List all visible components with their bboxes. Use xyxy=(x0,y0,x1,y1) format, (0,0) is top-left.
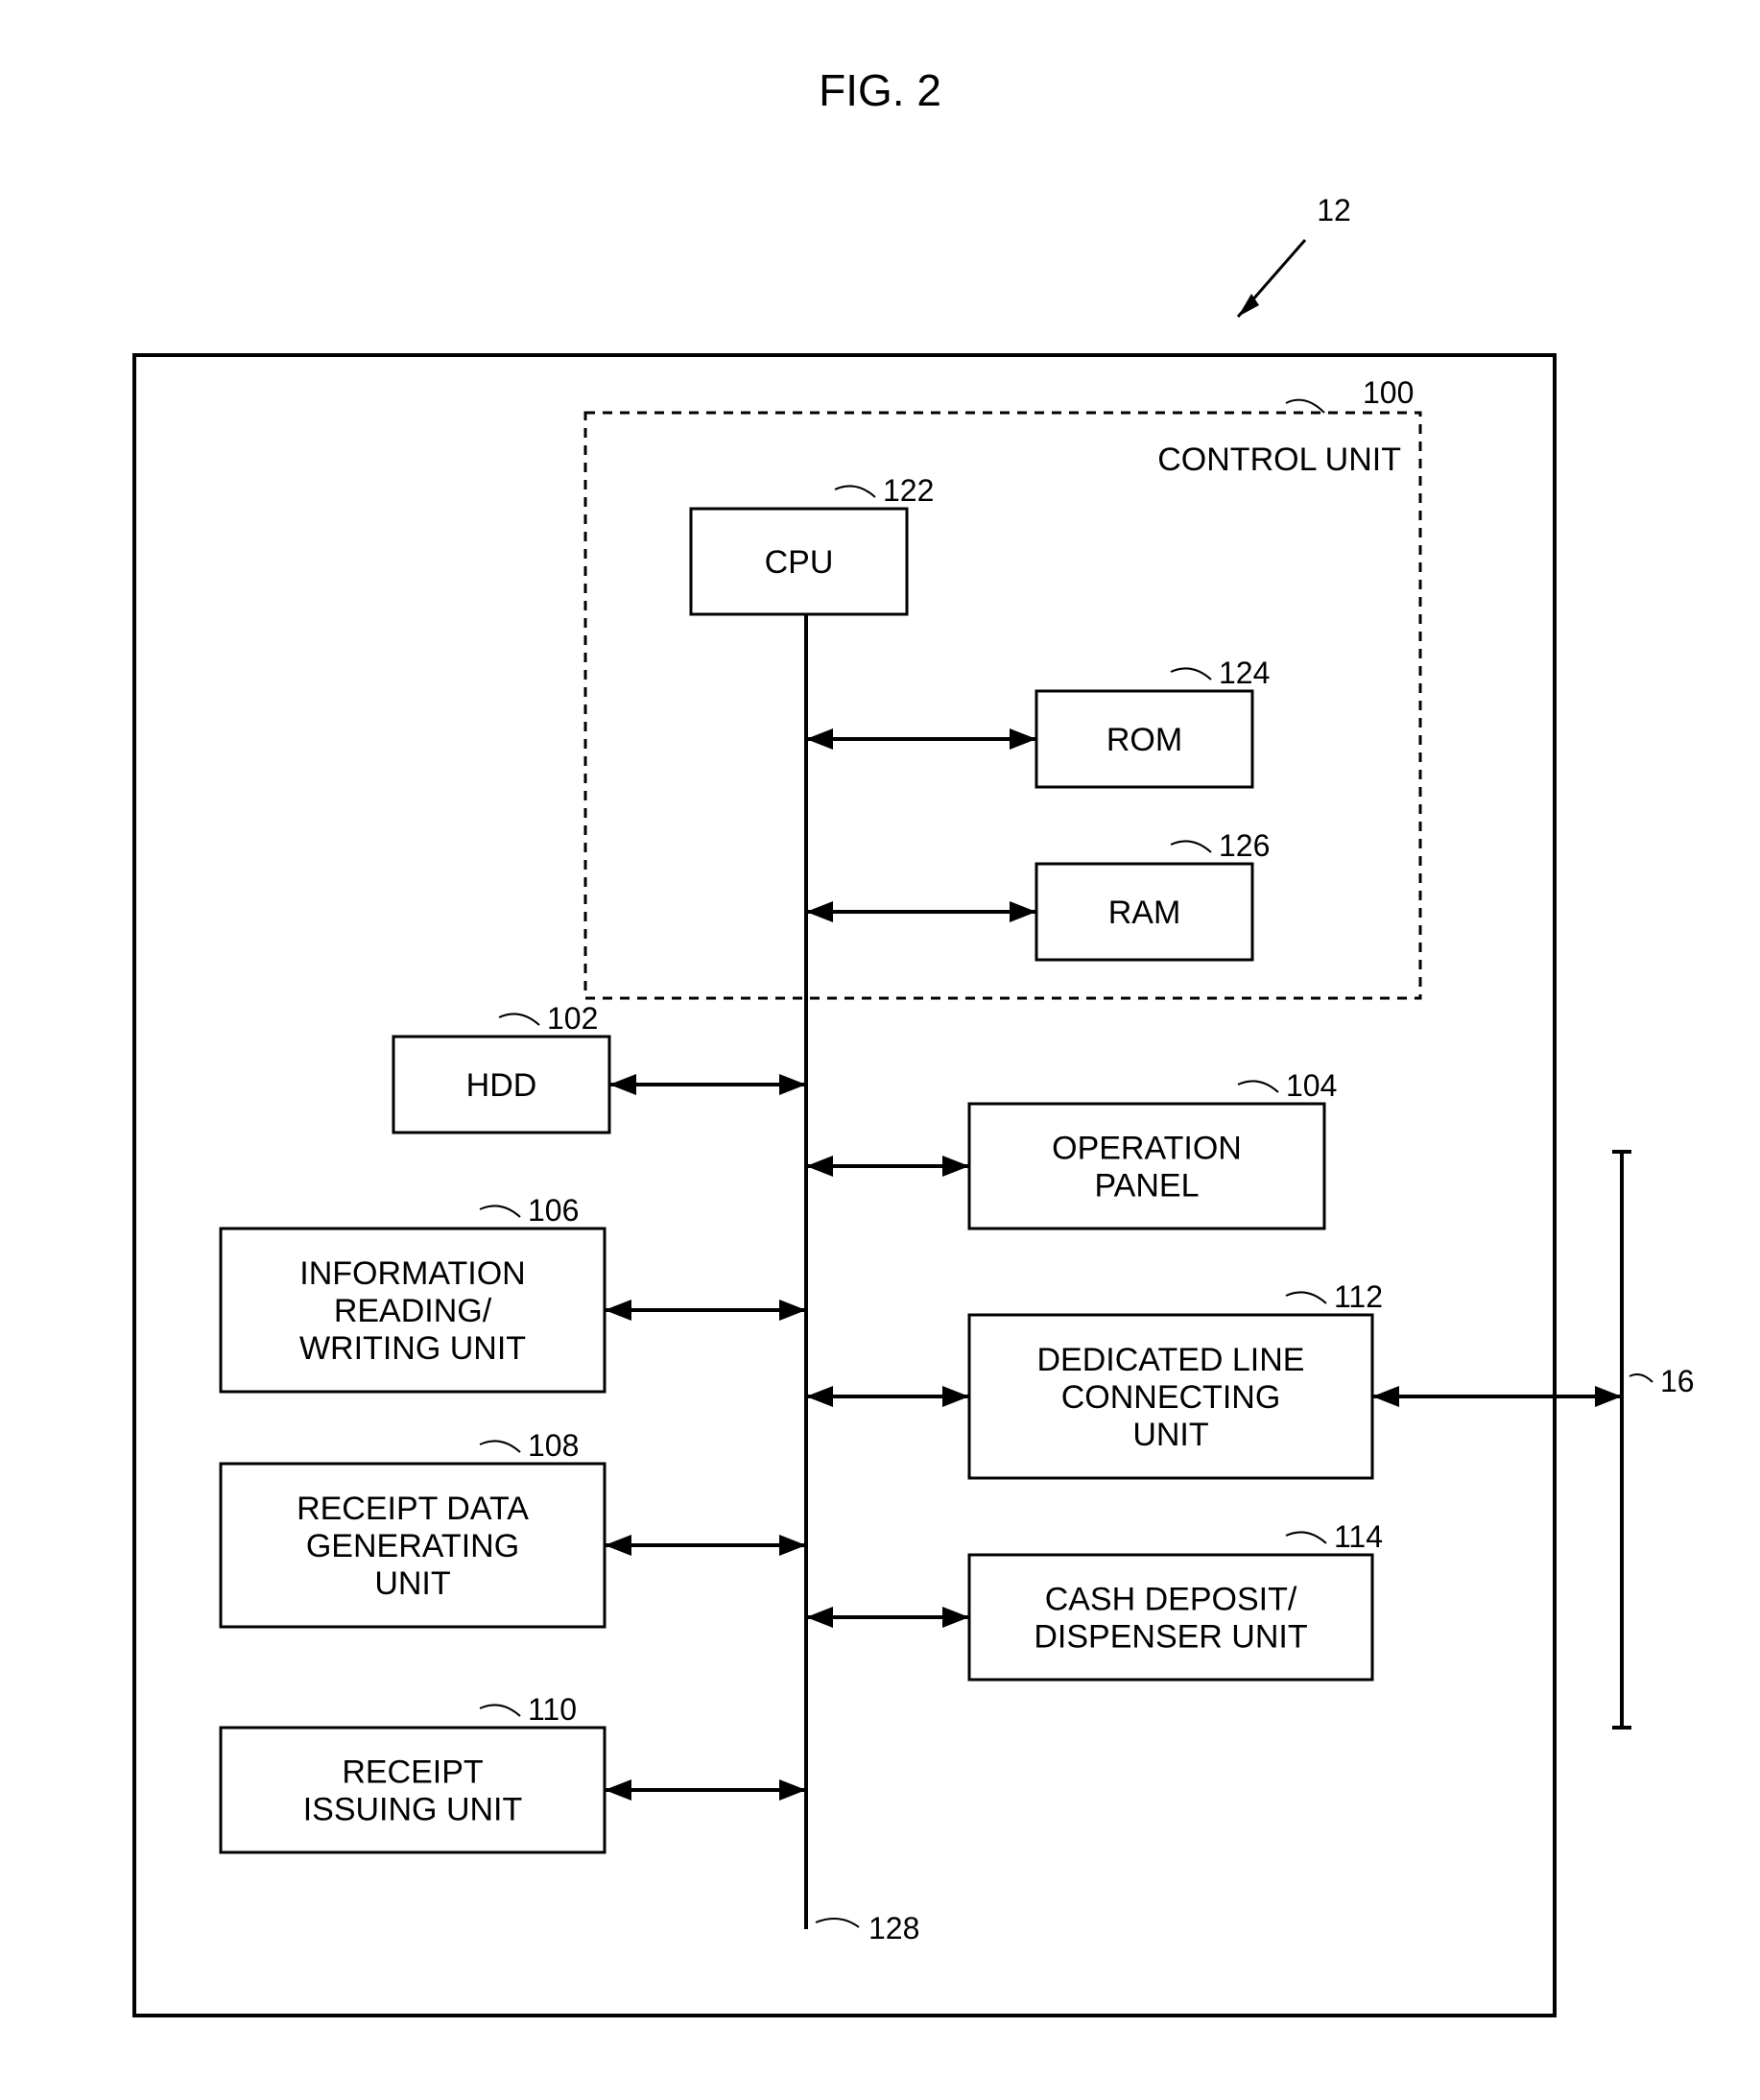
label-rom: ROM xyxy=(1106,722,1182,758)
ref-cash: 114 xyxy=(1334,1519,1383,1554)
ref-cpu: 122 xyxy=(883,473,934,508)
ref-dlc: 112 xyxy=(1334,1279,1383,1314)
ref-12: 12 xyxy=(1238,193,1351,317)
svg-text:128: 128 xyxy=(868,1911,919,1945)
label-riu: RECEIPT xyxy=(342,1754,483,1790)
ref-rom: 124 xyxy=(1219,656,1270,690)
control-unit-label: CONTROL UNIT xyxy=(1157,441,1401,478)
figure-title: FIG. 2 xyxy=(819,65,941,115)
label-dlc: CONNECTING xyxy=(1061,1379,1281,1416)
label-rdg: GENERATING xyxy=(306,1528,519,1564)
label-hdd: HDD xyxy=(466,1067,537,1104)
label-rdg: RECEIPT DATA xyxy=(297,1491,529,1527)
ref-riu: 110 xyxy=(528,1692,577,1727)
label-cash: DISPENSER UNIT xyxy=(1034,1618,1307,1655)
label-dlc: UNIT xyxy=(1132,1417,1208,1453)
label-cpu: CPU xyxy=(765,544,834,581)
svg-text:16: 16 xyxy=(1660,1364,1695,1398)
label-info: WRITING UNIT xyxy=(299,1330,526,1367)
label-info: READING/ xyxy=(334,1293,492,1329)
label-cash: CASH DEPOSIT/ xyxy=(1045,1581,1297,1617)
svg-text:100: 100 xyxy=(1363,375,1414,410)
label-ram: RAM xyxy=(1108,895,1181,931)
label-rdg: UNIT xyxy=(374,1565,450,1602)
ref-rdg: 108 xyxy=(528,1428,579,1463)
label-info: INFORMATION xyxy=(299,1255,525,1292)
svg-text:12: 12 xyxy=(1317,193,1351,227)
ref-hdd: 102 xyxy=(547,1001,598,1036)
label-op: PANEL xyxy=(1095,1167,1200,1204)
ref-ram: 126 xyxy=(1219,828,1270,863)
label-dlc: DEDICATED LINE xyxy=(1037,1342,1305,1378)
ref-op: 104 xyxy=(1286,1068,1337,1103)
ref-info: 106 xyxy=(528,1193,579,1228)
label-riu: ISSUING UNIT xyxy=(303,1791,523,1827)
label-op: OPERATION xyxy=(1052,1130,1242,1166)
external-bus: 16 xyxy=(1612,1152,1695,1728)
